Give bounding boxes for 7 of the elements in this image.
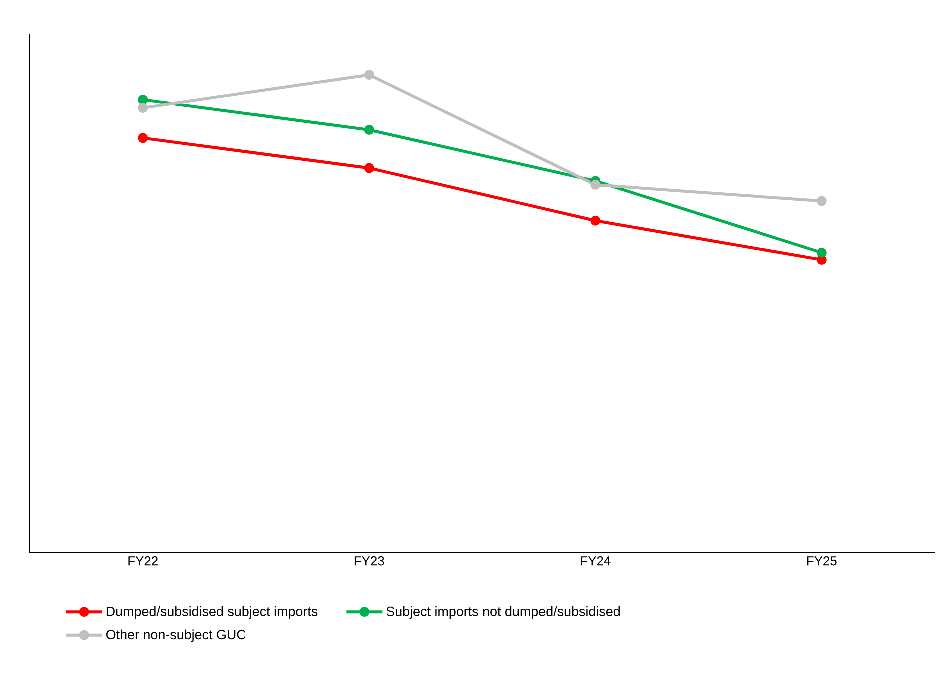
- legend-label: Other non-subject GUC: [106, 630, 246, 642]
- x-tick-label: FY23: [354, 556, 384, 566]
- legend-label: Subject imports not dumped/subsidised: [386, 606, 620, 620]
- x-tick-label: FY24: [581, 556, 611, 566]
- x-tick-label: FY22: [128, 556, 158, 566]
- legend-label: Dumped/subsidised subject imports: [106, 606, 318, 620]
- x-tick-label: FY25: [807, 556, 837, 566]
